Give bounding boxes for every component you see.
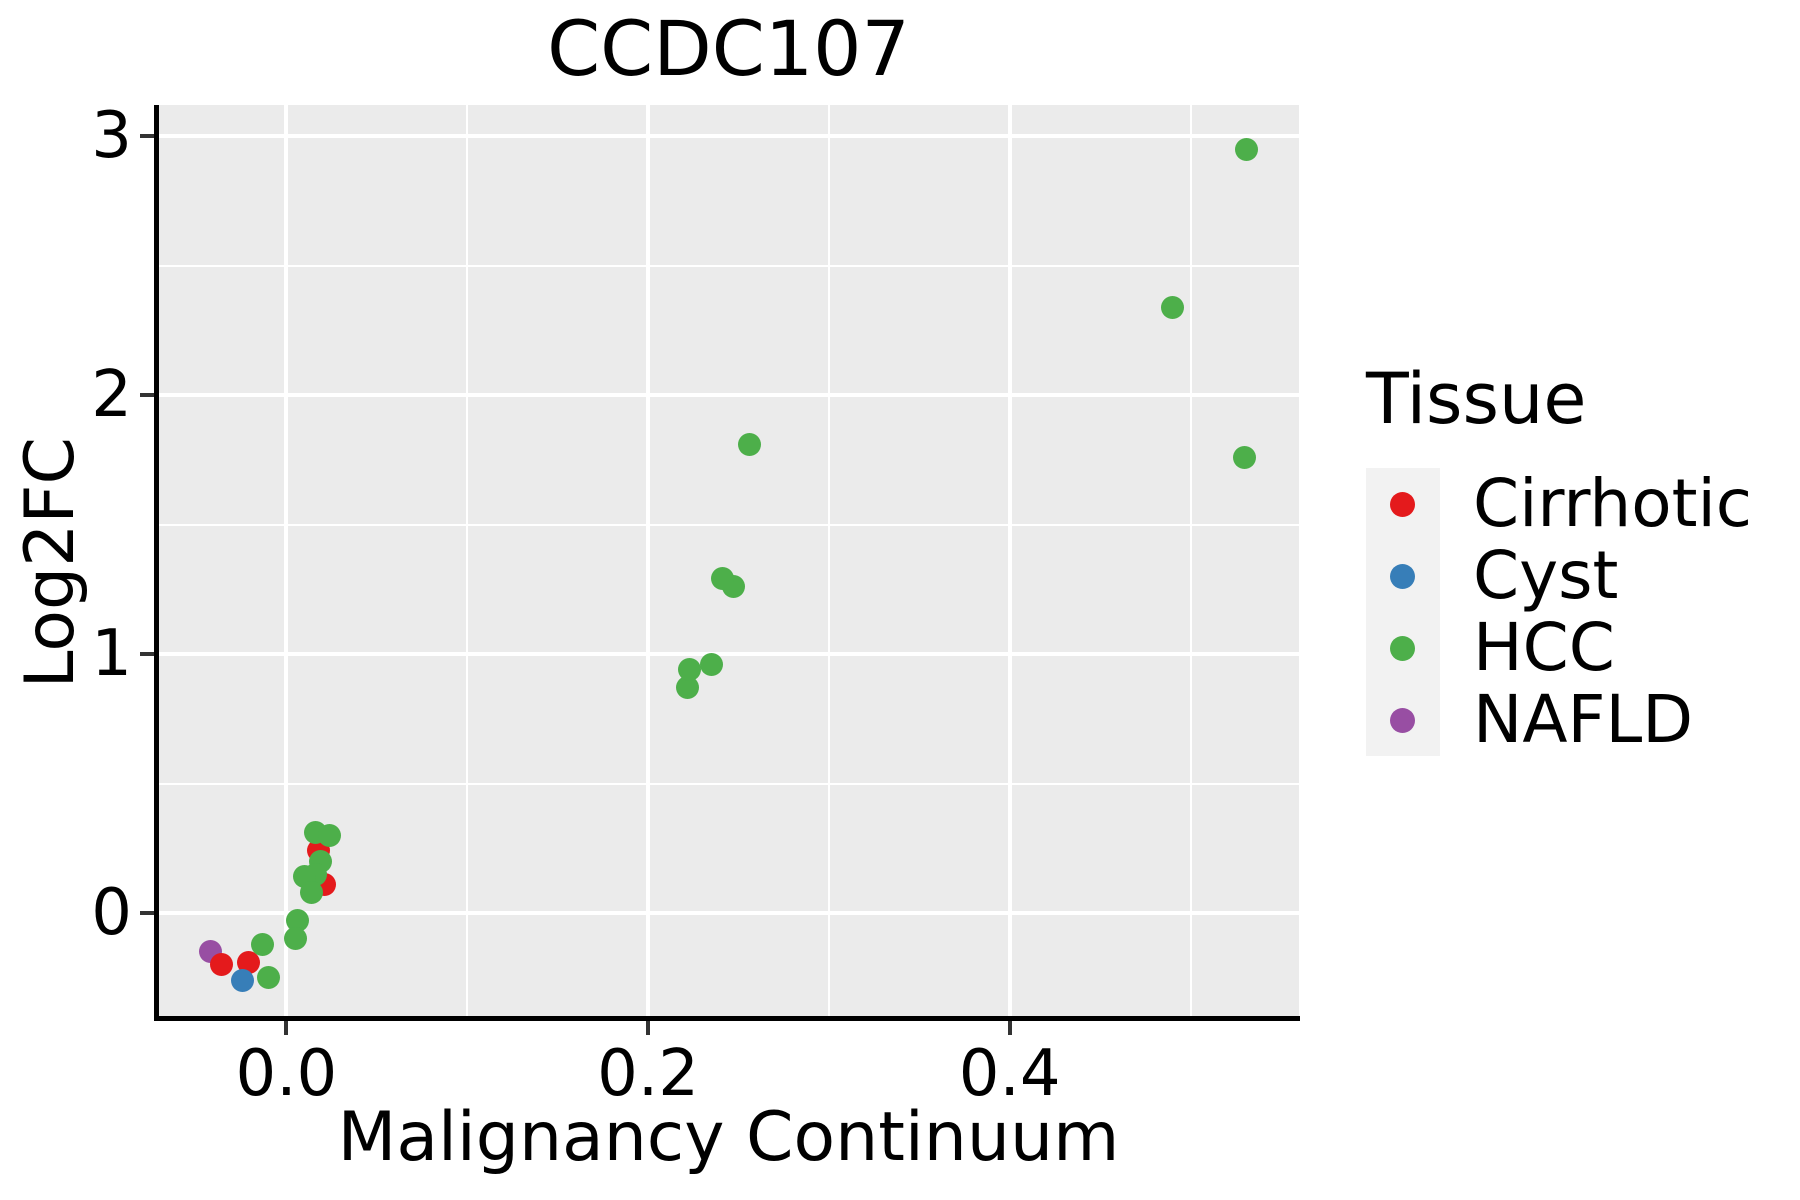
y-tick-label: 1 — [91, 617, 132, 692]
x-major-gridline — [284, 105, 289, 1020]
point-Cirrhotic — [236, 950, 260, 974]
point-HCC — [283, 927, 307, 951]
point-HCC — [1160, 295, 1184, 319]
legend-title: Tissue — [1366, 358, 1587, 440]
legend-label-Cirrhotic: Cirrhotic — [1473, 465, 1753, 542]
y-tick-mark — [140, 134, 154, 139]
y-major-gridline — [158, 652, 1299, 657]
point-HCC — [1233, 445, 1257, 469]
y-axis-line — [154, 105, 159, 1021]
point-HCC — [678, 658, 702, 682]
y-tick-label: 2 — [91, 358, 132, 433]
x-tick-mark — [646, 1021, 651, 1035]
point-HCC — [737, 432, 761, 456]
x-major-gridline — [646, 105, 651, 1020]
point-Cirrhotic — [209, 953, 233, 977]
y-tick-mark — [140, 393, 154, 398]
legend-label-HCC: HCC — [1473, 609, 1615, 686]
point-HCC — [710, 567, 734, 591]
x-axis-title: Malignancy Continuum — [337, 1098, 1120, 1177]
x-minor-gridline — [827, 105, 830, 1020]
y-tick-mark — [140, 652, 154, 657]
x-minor-gridline — [466, 105, 469, 1020]
legend-key-dot-Cirrhotic — [1390, 491, 1415, 517]
plot-panel — [158, 105, 1299, 1020]
x-tick-label: 0.0 — [235, 1037, 338, 1111]
chart-title: CCDC107 — [547, 4, 910, 93]
point-HCC — [699, 652, 723, 676]
point-HCC — [676, 676, 700, 700]
x-axis-line — [154, 1016, 1300, 1021]
y-axis-title: Log2FC — [10, 436, 90, 689]
y-tick-label: 3 — [91, 99, 132, 174]
point-HCC — [285, 909, 309, 933]
x-major-gridline — [1007, 105, 1012, 1020]
x-tick-mark — [1007, 1021, 1012, 1035]
y-axis-title-box: Log2FC — [10, 105, 90, 1020]
y-major-gridline — [158, 134, 1299, 139]
y-tick-label: 0 — [91, 876, 132, 951]
point-HCC — [1235, 137, 1259, 161]
legend-label-Cyst: Cyst — [1473, 537, 1619, 614]
x-tick-label: 0.4 — [958, 1037, 1061, 1111]
legend-label-NAFLD: NAFLD — [1473, 681, 1694, 758]
point-HCC — [251, 932, 275, 956]
legend-key-dot-HCC — [1390, 635, 1415, 661]
point-HCC — [300, 880, 324, 904]
y-major-gridline — [158, 911, 1299, 916]
point-HCC — [256, 966, 280, 990]
x-tick-mark — [284, 1021, 289, 1035]
y-minor-gridline — [158, 264, 1299, 267]
point-HCC — [318, 823, 342, 847]
y-minor-gridline — [158, 782, 1299, 785]
legend-key-dot-NAFLD — [1390, 707, 1415, 733]
x-tick-label: 0.2 — [597, 1037, 699, 1111]
point-Cyst — [231, 968, 255, 992]
legend-key-dot-Cyst — [1390, 563, 1415, 589]
x-minor-gridline — [1189, 105, 1192, 1020]
y-tick-mark — [140, 911, 154, 916]
y-major-gridline — [158, 393, 1299, 398]
y-minor-gridline — [158, 523, 1299, 526]
